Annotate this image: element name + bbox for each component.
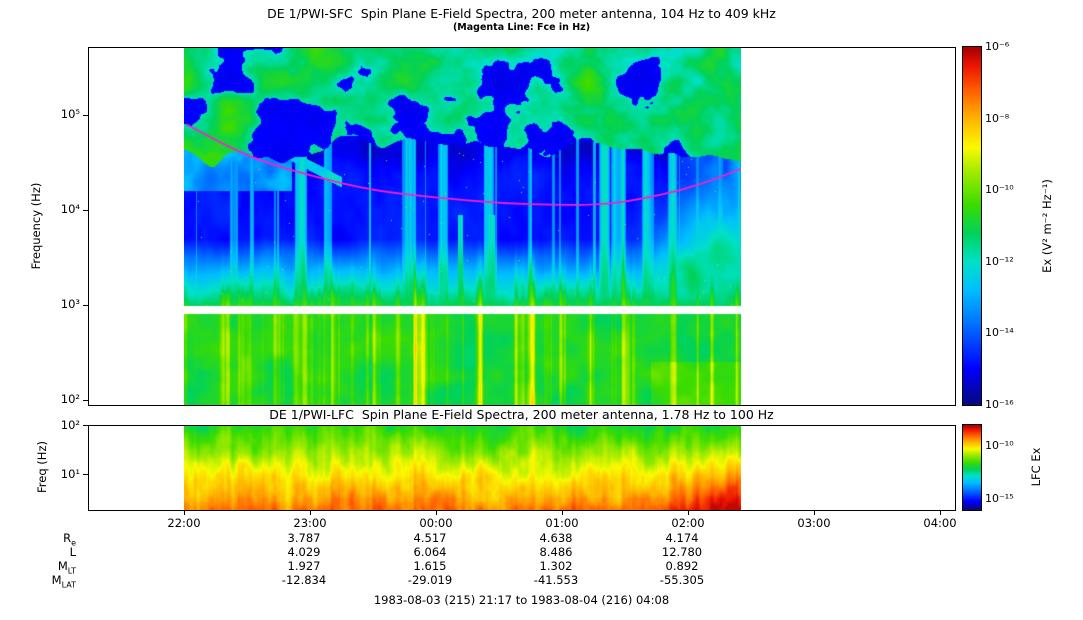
sfc-ytick-label: 10⁵ (60, 106, 80, 121)
time-tick-label: 01:00 (545, 516, 579, 530)
ephemeris-value: -29.019 (407, 573, 453, 587)
ephemeris-value: 8.486 (539, 545, 573, 559)
sfc-ytick-mark (83, 304, 88, 306)
ephemeris-value: 6.064 (413, 545, 447, 559)
sfc-subtitle: (Magenta Line: Fce in Hz) (452, 22, 591, 33)
ephemeris-value: -41.553 (533, 573, 579, 587)
time-tick-mark (184, 510, 185, 515)
time-tick-mark (562, 510, 563, 515)
lfc-title: DE 1/PWI-LFC Spin Plane E-Field Spectra,… (269, 407, 774, 422)
ephemeris-value: 3.787 (287, 531, 321, 545)
sfc-colorbar (962, 46, 982, 406)
ephemeris-row-label: MLT (57, 559, 76, 576)
ephemeris-value: -12.834 (281, 573, 327, 587)
time-tick-label: 22:00 (167, 516, 201, 530)
lfc-colorbar-tick-label: 10⁻¹⁰ (985, 439, 1014, 453)
time-tick-label: 02:00 (671, 516, 705, 530)
sfc-ytick-mark (83, 114, 88, 116)
sfc-ytick-mark (83, 399, 88, 401)
ephemeris-row-label: L (69, 545, 76, 559)
time-tick-label: 03:00 (797, 516, 831, 530)
sfc-colorbar-tick-label: 10⁻⁶ (985, 40, 1010, 53)
ephemeris-row-label: MLAT (51, 573, 76, 590)
lfc-colorbar (962, 424, 982, 511)
ephemeris-value: 12.780 (661, 545, 703, 559)
ephemeris-value: 0.892 (665, 559, 699, 573)
lfc-colorbar-tick-label: 10⁻¹⁵ (985, 492, 1014, 506)
lfc-ytick-mark (83, 473, 88, 475)
time-tick-label: 04:00 (923, 516, 957, 530)
sfc-colorbar-tick-label: 10⁻¹⁶ (985, 398, 1014, 411)
ephemeris-value: 4.638 (539, 531, 573, 545)
ephemeris-value: 4.517 (413, 531, 447, 545)
time-tick-mark (688, 510, 689, 515)
ephemeris-row-label: Re (63, 531, 76, 548)
ephemeris-value: 1.302 (539, 559, 573, 573)
time-tick-label: 00:00 (419, 516, 453, 530)
time-tick-mark (814, 510, 815, 515)
lfc-ytick-mark (83, 425, 88, 426)
sfc-y-axis-label: Frequency (Hz) (29, 182, 43, 270)
sfc-title: DE 1/PWI-SFC Spin Plane E-Field Spectra,… (267, 6, 776, 21)
time-tick-mark (940, 510, 941, 515)
time-tick-mark (436, 510, 437, 515)
ephemeris-value: 1.615 (413, 559, 447, 573)
time-tick-mark (310, 510, 311, 515)
lfc-ytick-label: 10² (60, 418, 80, 432)
sfc-spectrogram-canvas (184, 48, 741, 405)
sfc-ytick-label: 10² (60, 391, 80, 406)
ephemeris-value: 4.174 (665, 531, 699, 545)
sfc-colorbar-tick-label: 10⁻¹⁴ (985, 326, 1014, 340)
sfc-colorbar-tick-label: 10⁻¹⁰ (985, 183, 1014, 197)
sfc-colorbar-tick-label: 10⁻¹² (985, 254, 1014, 268)
sfc-colorbar-label: Ex (V² m⁻² Hz⁻¹) (1040, 179, 1054, 273)
sfc-ytick-label: 10³ (60, 296, 80, 311)
sfc-colorbar-tick-label: 10⁻⁸ (985, 111, 1010, 125)
ephemeris-value: 4.029 (287, 545, 321, 559)
lfc-spectrogram-canvas (184, 426, 741, 510)
ephemeris-value: -55.305 (659, 573, 705, 587)
sfc-ytick-label: 10⁴ (60, 201, 80, 216)
time-tick-label: 23:00 (293, 516, 327, 530)
sfc-ytick-mark (83, 209, 88, 211)
footer-time-range: 1983-08-03 (215) 21:17 to 1983-08-04 (21… (373, 593, 670, 607)
lfc-ytick-label: 10¹ (60, 466, 80, 481)
lfc-colorbar-label: LFC Ex (1029, 447, 1043, 487)
ephemeris-value: 1.927 (287, 559, 321, 573)
